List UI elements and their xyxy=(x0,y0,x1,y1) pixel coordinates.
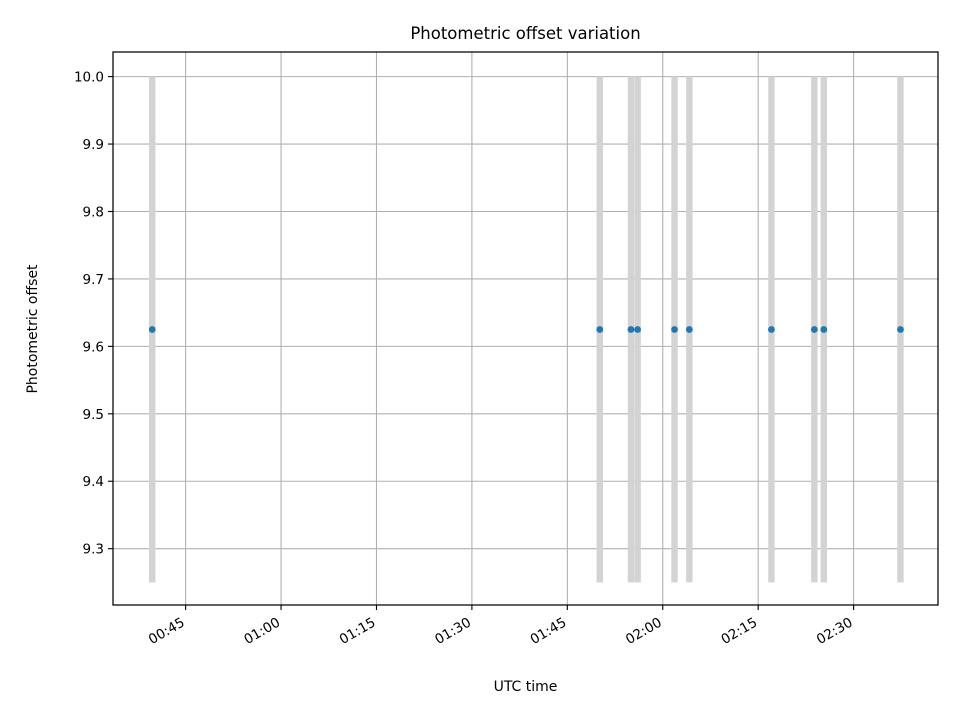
y-tick-label: 9.3 xyxy=(83,542,104,558)
data-point xyxy=(671,326,678,333)
chart-title: Photometric offset variation xyxy=(410,24,640,43)
grid xyxy=(113,52,938,605)
y-tick-label: 9.5 xyxy=(83,407,104,423)
y-tick-label: 9.9 xyxy=(83,137,104,153)
x-axis-label: UTC time xyxy=(494,679,558,695)
data-points xyxy=(148,326,904,333)
y-axis-ticks: 9.3 9.4 9.5 9.6 9.7 9.8 9.9 10.0 xyxy=(74,70,113,558)
data-point xyxy=(820,326,828,333)
data-point xyxy=(768,326,775,333)
plot-frame xyxy=(112,51,939,606)
data-point xyxy=(685,326,693,333)
data-point xyxy=(627,326,635,333)
y-axis-label: Photometric offset xyxy=(25,264,41,394)
y-tick-label: 9.7 xyxy=(83,272,104,288)
data-point xyxy=(634,326,642,333)
data-point xyxy=(596,326,604,333)
y-tick-label: 9.4 xyxy=(83,474,104,490)
y-tick-label: 9.8 xyxy=(83,204,104,220)
y-tick-label: 9.6 xyxy=(83,339,104,355)
data-point xyxy=(148,326,156,333)
data-point xyxy=(897,326,904,333)
y-tick-label: 10.0 xyxy=(74,70,104,86)
data-point xyxy=(810,326,818,333)
